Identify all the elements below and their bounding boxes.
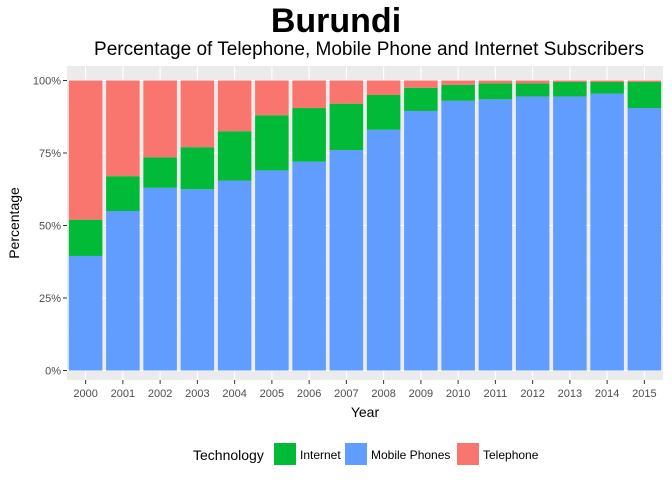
legend-swatch-internet [274, 443, 296, 465]
bar-telephone-2000 [68, 80, 103, 220]
legend: Technology Internet Mobile Phones Telephon… [193, 443, 539, 465]
bar-mobile-phones-2003 [180, 189, 215, 371]
bar-internet-2001 [106, 176, 140, 211]
y-tick-label: 100% [33, 76, 61, 88]
x-tick-label: 2012 [520, 388, 544, 400]
x-axis-title: Year [351, 404, 380, 420]
bars [68, 80, 662, 371]
bar-internet-2003 [180, 147, 215, 190]
bar-mobile-phones-2000 [68, 255, 103, 371]
legend-label: Internet [300, 448, 341, 462]
bar-telephone-2005 [255, 80, 289, 116]
bar-telephone-2001 [106, 80, 140, 177]
x-tick-label: 2002 [148, 388, 172, 400]
bar-mobile-phones-2014 [590, 93, 624, 371]
x-tick-label: 2009 [409, 388, 433, 400]
legend-swatch-telephone [457, 443, 479, 465]
bar-telephone-2007 [329, 80, 364, 104]
bar-telephone-2006 [292, 80, 326, 109]
bar-telephone-2012 [515, 80, 550, 84]
bar-telephone-2004 [217, 80, 252, 132]
bar-internet-2002 [143, 157, 177, 188]
bar-telephone-2011 [478, 80, 513, 84]
bar-mobile-phones-2010 [441, 100, 475, 371]
x-tick-label: 2004 [222, 388, 246, 400]
x-tick-label: 2010 [446, 388, 470, 400]
bar-mobile-phones-2005 [255, 170, 289, 371]
legend-label: Mobile Phones [371, 448, 450, 462]
bar-internet-2008 [366, 95, 401, 130]
x-tick-label: 2015 [632, 388, 656, 400]
bar-telephone-2013 [553, 80, 587, 82]
y-axis-title: Percentage [6, 187, 22, 259]
x-axis: 2000 2001 2002 2003 2004 2005 2006 2007 2008 2009… [73, 380, 657, 400]
bar-mobile-phones-2013 [553, 96, 587, 371]
legend-title: Technology [193, 447, 264, 463]
chart-title: Burundi [270, 2, 402, 40]
legend-swatch-mobile-phones [345, 443, 367, 465]
x-tick-label: 2006 [297, 388, 321, 400]
x-tick-label: 2005 [260, 388, 284, 400]
bar-internet-2007 [329, 103, 364, 151]
y-tick-label: 25% [39, 293, 61, 305]
bar-internet-2011 [478, 83, 513, 100]
x-tick-label: 2003 [185, 388, 209, 400]
bar-internet-2009 [404, 87, 438, 111]
bar-mobile-phones-2007 [329, 150, 364, 371]
bar-telephone-2002 [143, 80, 177, 158]
bar-telephone-2009 [404, 80, 438, 88]
bar-internet-2015 [627, 81, 662, 109]
bar-mobile-phones-2006 [292, 161, 326, 371]
y-tick-label: 0% [45, 366, 61, 378]
bar-internet-2014 [590, 81, 624, 94]
bar-telephone-2003 [180, 80, 215, 148]
bar-mobile-phones-2011 [478, 99, 513, 371]
y-tick-label: 50% [39, 221, 61, 233]
bar-mobile-phones-2004 [217, 180, 252, 371]
legend-label: Telephone [483, 448, 539, 462]
chart-subtitle: Percentage of Telephone, Mobile Phone an… [94, 39, 644, 60]
bar-internet-2000 [68, 219, 103, 256]
bar-mobile-phones-2012 [515, 96, 550, 371]
bar-mobile-phones-2002 [143, 187, 177, 371]
bar-telephone-2010 [441, 80, 475, 85]
y-axis: 0% 25% 50% 75% 100% [33, 76, 67, 378]
bar-internet-2004 [217, 131, 252, 181]
bar-mobile-phones-2001 [106, 211, 140, 371]
bar-internet-2010 [441, 84, 475, 101]
bar-mobile-phones-2015 [627, 108, 662, 371]
bar-internet-2005 [255, 115, 289, 171]
bar-internet-2012 [515, 83, 550, 97]
bar-telephone-2008 [366, 80, 401, 95]
bar-telephone-2014 [590, 80, 624, 82]
x-tick-label: 2000 [73, 388, 97, 400]
bar-mobile-phones-2008 [366, 129, 401, 371]
x-tick-label: 2011 [484, 388, 508, 400]
bar-mobile-phones-2009 [404, 110, 438, 371]
x-tick-label: 2013 [558, 388, 582, 400]
y-tick-label: 75% [39, 148, 61, 160]
bar-internet-2006 [292, 108, 326, 162]
x-tick-label: 2014 [595, 388, 619, 400]
bar-telephone-2015 [627, 80, 662, 82]
bar-internet-2013 [553, 81, 587, 97]
x-tick-label: 2001 [111, 388, 135, 400]
x-tick-label: 2007 [334, 388, 358, 400]
x-tick-label: 2008 [371, 388, 395, 400]
